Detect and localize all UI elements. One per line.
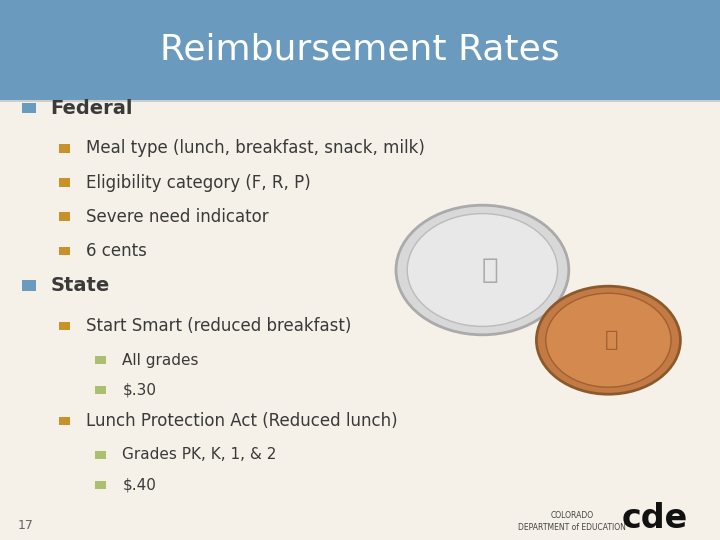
FancyBboxPatch shape (59, 178, 70, 186)
FancyBboxPatch shape (22, 103, 36, 113)
FancyBboxPatch shape (22, 280, 36, 291)
Text: $.30: $.30 (122, 383, 156, 398)
Text: Severe need indicator: Severe need indicator (86, 207, 269, 226)
Text: Federal: Federal (50, 98, 133, 118)
FancyBboxPatch shape (59, 246, 70, 254)
Text: Reimbursement Rates: Reimbursement Rates (160, 33, 560, 67)
FancyBboxPatch shape (95, 356, 107, 364)
FancyBboxPatch shape (95, 450, 107, 458)
Text: All grades: All grades (122, 353, 199, 368)
FancyBboxPatch shape (59, 212, 70, 220)
FancyBboxPatch shape (95, 386, 107, 394)
FancyBboxPatch shape (59, 416, 70, 424)
FancyBboxPatch shape (0, 0, 720, 100)
Text: Meal type (lunch, breakfast, snack, milk): Meal type (lunch, breakfast, snack, milk… (86, 139, 426, 158)
Text: cde: cde (622, 502, 688, 535)
Text: Eligibility category (F, R, P): Eligibility category (F, R, P) (86, 173, 311, 192)
FancyBboxPatch shape (59, 144, 70, 152)
FancyBboxPatch shape (0, 100, 720, 102)
Text: $.40: $.40 (122, 477, 156, 492)
Text: Grades PK, K, 1, & 2: Grades PK, K, 1, & 2 (122, 447, 276, 462)
Circle shape (536, 286, 680, 394)
FancyBboxPatch shape (59, 322, 70, 330)
Circle shape (396, 205, 569, 335)
Text: State: State (50, 276, 109, 295)
Text: 17: 17 (18, 519, 34, 532)
Text: Start Smart (reduced breakfast): Start Smart (reduced breakfast) (86, 317, 352, 335)
Text: Lunch Protection Act (Reduced lunch): Lunch Protection Act (Reduced lunch) (86, 411, 398, 430)
Text: 6 cents: 6 cents (86, 241, 148, 260)
Circle shape (408, 214, 557, 326)
Text: 👤: 👤 (481, 256, 498, 284)
Text: 👤: 👤 (606, 330, 618, 350)
FancyBboxPatch shape (95, 481, 107, 489)
Circle shape (546, 293, 671, 387)
Text: COLORADO
DEPARTMENT of EDUCATION: COLORADO DEPARTMENT of EDUCATION (518, 511, 626, 532)
